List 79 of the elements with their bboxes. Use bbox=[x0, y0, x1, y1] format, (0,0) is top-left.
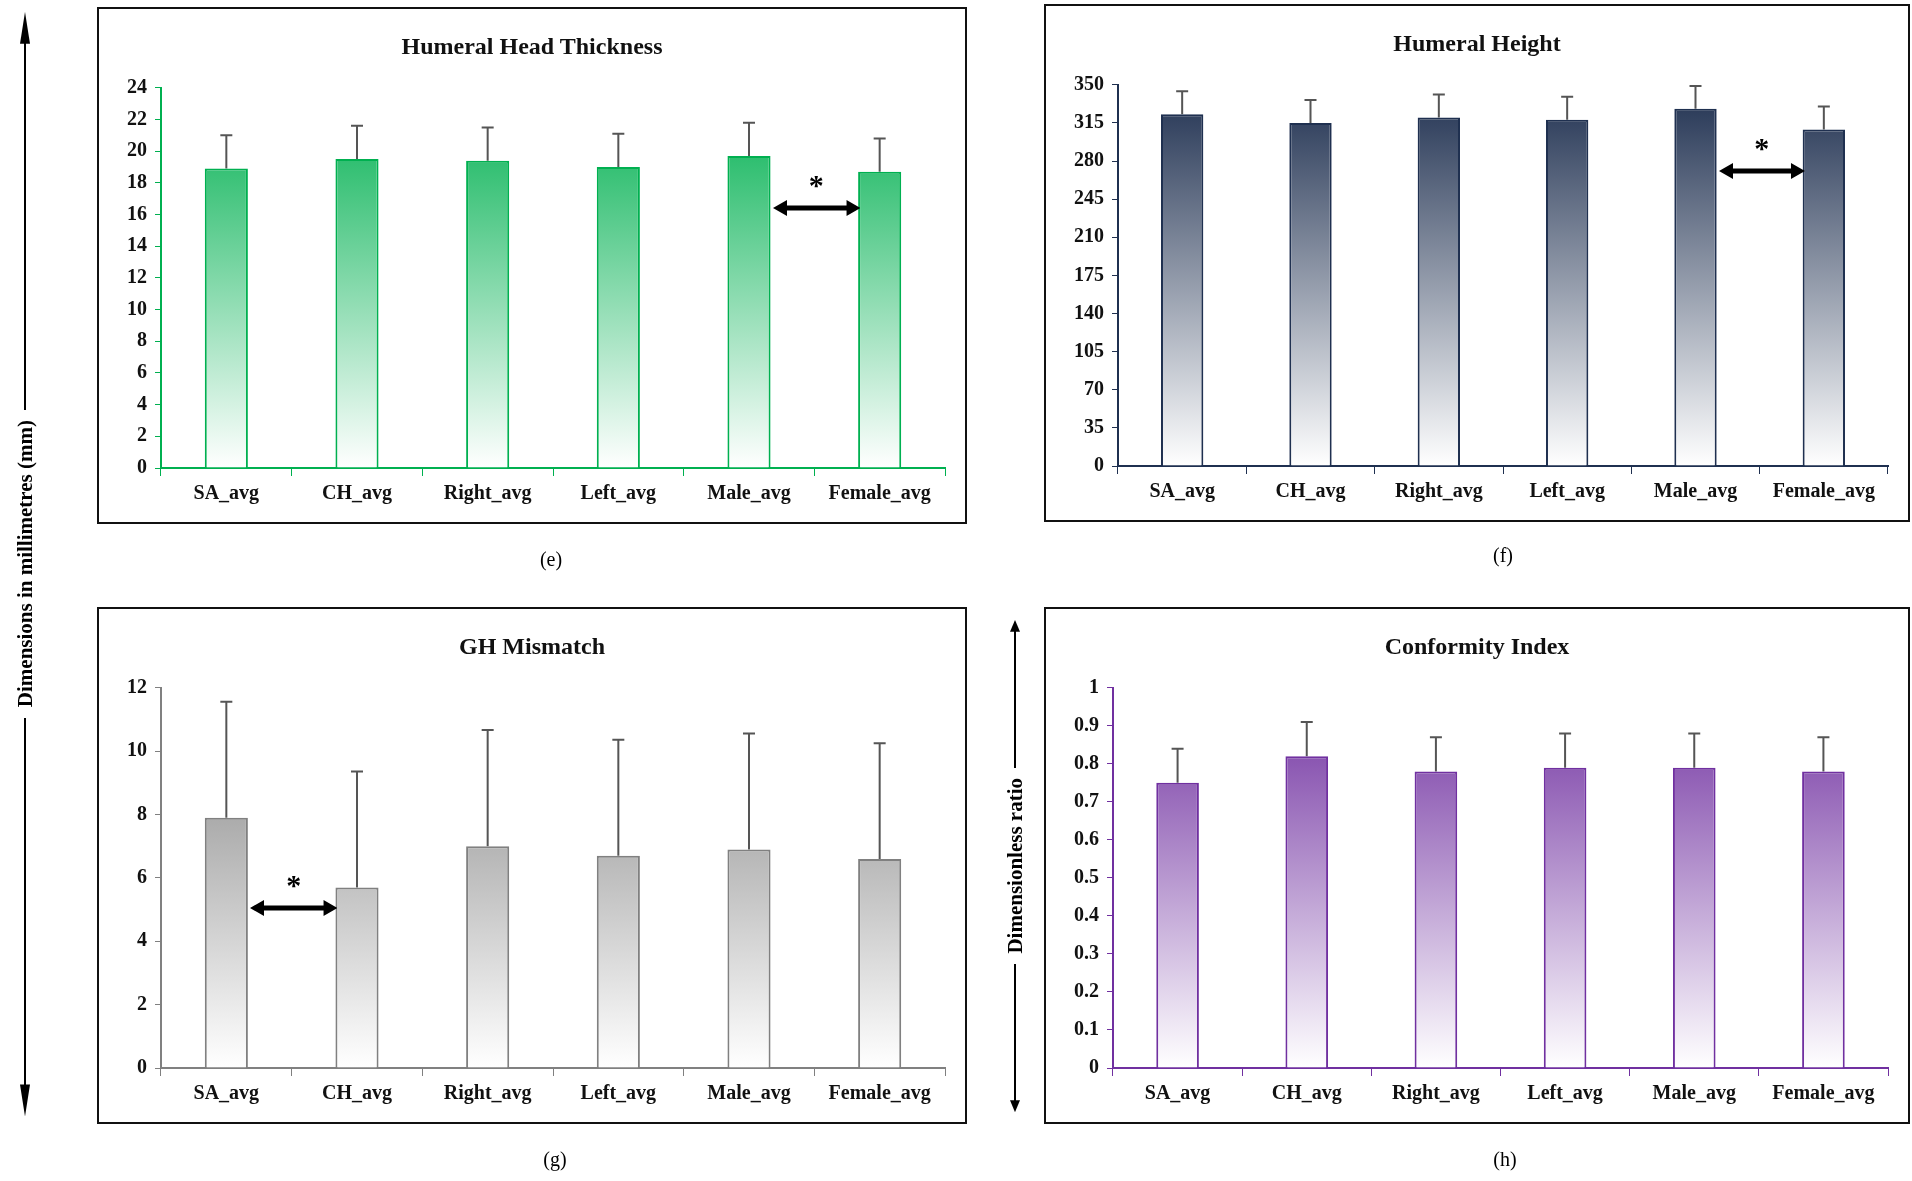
y-tick-label: 22 bbox=[127, 106, 147, 129]
x-tick-label: Left_avg bbox=[1529, 479, 1605, 503]
x-tick-label: CH_avg bbox=[1271, 1081, 1342, 1105]
text: (g) bbox=[543, 1148, 567, 1171]
y-tick-label: 1 bbox=[1089, 674, 1099, 697]
y-tick-label: 315 bbox=[1074, 110, 1104, 133]
x-tick-label: Male_avg bbox=[707, 481, 791, 505]
y-axis-title: Dimensionless ratio bbox=[1002, 778, 1028, 954]
x-tick-label: Female_avg bbox=[828, 481, 931, 505]
x-tick-label: CH_avg bbox=[1275, 479, 1346, 503]
x-tick-label: Left_avg bbox=[580, 1081, 657, 1105]
chart-title: Conformity Index bbox=[1384, 632, 1570, 659]
y-tick-label: 16 bbox=[127, 201, 147, 224]
x-tick-label: Male_avg bbox=[1652, 1081, 1736, 1105]
y-tick-label: 4 bbox=[137, 928, 147, 951]
y-tick-label: 280 bbox=[1074, 148, 1104, 171]
y-tick-label: 6 bbox=[137, 865, 147, 888]
x-tick-label: Female_avg bbox=[828, 1081, 931, 1105]
annotation: * bbox=[286, 868, 302, 903]
y-tick-label: 0 bbox=[1094, 453, 1104, 476]
y-tick-label: 70 bbox=[1084, 376, 1104, 399]
y-tick-label: 0.3 bbox=[1074, 941, 1099, 964]
y-tick-label: 0.4 bbox=[1074, 903, 1099, 926]
text: (e) bbox=[539, 548, 563, 571]
y-tick-label: 0.2 bbox=[1074, 979, 1099, 1002]
x-tick-label: Female_avg bbox=[1772, 1081, 1875, 1105]
x-tick-label: SA_avg bbox=[1144, 1081, 1211, 1105]
y-tick-label: 20 bbox=[127, 138, 147, 161]
chart-title: GH Mismatch bbox=[459, 632, 605, 659]
y-tick-label: 140 bbox=[1074, 300, 1104, 323]
y-tick-label: 350 bbox=[1074, 71, 1104, 94]
chart-title: Humeral Head Thickness bbox=[401, 32, 663, 59]
y-tick-label: 0.6 bbox=[1074, 827, 1099, 850]
y-tick-label: 10 bbox=[127, 296, 147, 319]
y-tick-label: 6 bbox=[137, 360, 147, 383]
x-tick-label: Right_avg bbox=[1394, 479, 1483, 503]
chart-title: Humeral Height bbox=[1393, 29, 1561, 56]
annotation: * bbox=[808, 167, 824, 202]
y-tick-label: 0 bbox=[137, 455, 147, 478]
x-tick-label: Left_avg bbox=[1527, 1081, 1603, 1105]
y-tick-label: 105 bbox=[1074, 338, 1104, 361]
y-tick-label: 24 bbox=[127, 74, 147, 97]
x-tick-label: Right_avg bbox=[443, 1081, 532, 1105]
y-tick-label: 245 bbox=[1074, 186, 1104, 209]
y-tick-label: 0 bbox=[137, 1055, 147, 1078]
y-tick-label: 18 bbox=[127, 170, 147, 193]
x-tick-label: Right_avg bbox=[1392, 1081, 1480, 1105]
y-tick-label: 8 bbox=[137, 801, 147, 824]
y-tick-label: 12 bbox=[127, 265, 147, 288]
y-tick-label: 0 bbox=[1089, 1055, 1099, 1078]
x-tick-label: Left_avg bbox=[580, 481, 657, 505]
y-axis-title: Dimensions in millimetres (mm) bbox=[12, 420, 38, 708]
y-tick-label: 210 bbox=[1074, 224, 1104, 247]
y-tick-label: 2 bbox=[137, 991, 147, 1014]
x-tick-label: Male_avg bbox=[1653, 479, 1738, 503]
text: (h) bbox=[1493, 1148, 1517, 1171]
y-tick-label: 35 bbox=[1084, 415, 1104, 438]
x-tick-label: CH_avg bbox=[322, 481, 392, 505]
y-tick-label: 8 bbox=[137, 328, 147, 351]
y-tick-label: 0.7 bbox=[1074, 789, 1099, 812]
x-tick-label: Male_avg bbox=[707, 1081, 791, 1105]
y-tick-label: 0.8 bbox=[1074, 751, 1099, 774]
x-tick-label: Right_avg bbox=[443, 481, 532, 505]
x-tick-label: SA_avg bbox=[1149, 479, 1215, 503]
y-tick-label: 4 bbox=[137, 391, 147, 414]
y-tick-label: 14 bbox=[127, 233, 147, 256]
x-tick-label: CH_avg bbox=[322, 1081, 392, 1105]
text: (f) bbox=[1493, 544, 1513, 567]
y-tick-label: 10 bbox=[127, 738, 147, 761]
x-tick-label: SA_avg bbox=[193, 481, 260, 505]
x-tick-label: Female_avg bbox=[1772, 479, 1875, 503]
y-tick-label: 12 bbox=[127, 674, 147, 697]
x-tick-label: SA_avg bbox=[193, 1081, 260, 1105]
y-tick-label: 0.1 bbox=[1074, 1017, 1099, 1040]
y-tick-label: 2 bbox=[137, 423, 147, 446]
y-tick-label: 175 bbox=[1074, 262, 1104, 285]
y-tick-label: 0.9 bbox=[1074, 712, 1099, 735]
y-tick-label: 0.5 bbox=[1074, 865, 1099, 888]
annotation: * bbox=[1754, 130, 1770, 165]
